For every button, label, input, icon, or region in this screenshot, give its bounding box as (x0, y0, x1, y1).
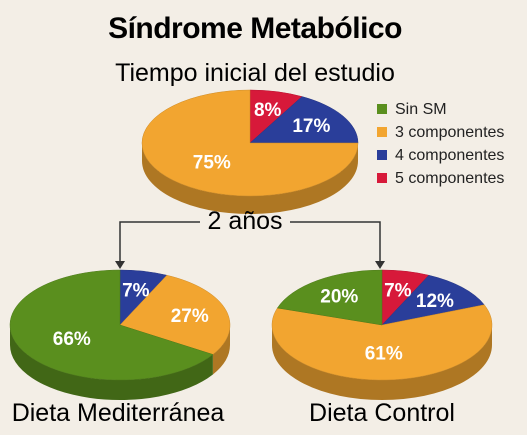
pie-sides (272, 325, 492, 400)
legend-swatch (377, 104, 387, 114)
pie-sides (142, 143, 358, 214)
chart-title: Síndrome Metabólico (108, 12, 402, 45)
arrow-left-head (115, 261, 125, 269)
arrow-right-line (290, 221, 381, 262)
legend-item-4-componentes: 4 componentes (377, 147, 504, 164)
pie-side-3-componentes (142, 143, 358, 214)
pie-mediterranean: 7% 27% 66% (9, 269, 231, 400)
pie-side-sin-sm (10, 325, 213, 400)
connector-label: 2 años (207, 207, 282, 235)
pie-label-3-componentes: 75% (193, 153, 231, 174)
pie-slice-4-componentes (381, 274, 485, 326)
pie-control: 7%12% 61% 20% (271, 269, 493, 400)
pie-sides (10, 325, 230, 400)
pie-initial: 8% 17% 75% (141, 89, 359, 214)
connector-arrows (115, 221, 385, 269)
pie-label-4-componentes: 17% (292, 116, 330, 137)
pie-label-3-componentes: 27% (171, 306, 209, 327)
legend-label: 5 componentes (395, 170, 504, 187)
legend-item-5-componentes: 5 componentes (377, 170, 504, 187)
pie-slice-3-componentes (119, 274, 231, 355)
legend: Sin SM 3 componentes 4 componentes 5 compon… (377, 101, 504, 187)
arrow-right-head (375, 261, 385, 269)
pie-slice-sin-sm (9, 269, 214, 381)
legend-item-3-componentes: 3 componentes (377, 124, 504, 141)
pie-label-4-componentes: 12% (416, 291, 454, 312)
legend-label: 3 componentes (395, 124, 504, 141)
pie-label-sin-sm: 66% (53, 329, 91, 350)
pie-side-3-componentes (272, 325, 492, 400)
pie-slice-4-componentes (249, 96, 359, 144)
pie-slice-3-componentes (271, 304, 493, 381)
legend-swatch (377, 173, 387, 183)
legend-swatch (377, 127, 387, 137)
legend-swatch (377, 150, 387, 160)
pie-slice-3-componentes (141, 89, 359, 197)
pie-label-5-componentes: 7% (384, 281, 412, 302)
pie-label-sin-sm: 20% (320, 287, 358, 308)
pie-slice-sin-sm (276, 269, 383, 326)
pie-control-title: Dieta Control (309, 399, 455, 427)
pie-side-3-componentes (212, 325, 230, 375)
arrow-left-line (119, 221, 200, 262)
legend-item-sin-sm: Sin SM (377, 101, 447, 118)
pie-label-3-componentes: 61% (365, 343, 403, 364)
legend-label: 4 componentes (395, 147, 504, 164)
pie-label-5-componentes: 8% (254, 100, 282, 121)
pie-label-4-componentes: 7% (122, 281, 150, 302)
pie-initial-title: Tiempo inicial del estudio (115, 59, 395, 87)
pie-mediterranean-title: Dieta Mediterránea (12, 399, 225, 427)
legend-label: Sin SM (395, 101, 447, 118)
